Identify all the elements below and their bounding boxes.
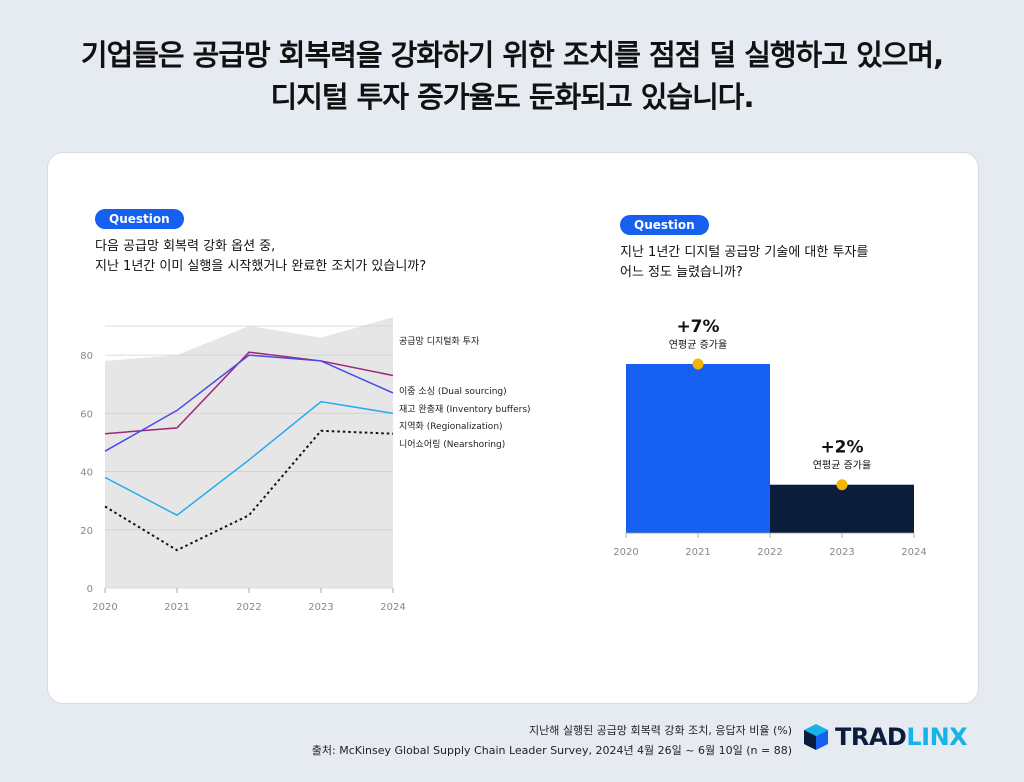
cagr-value-label: +7% <box>676 317 719 337</box>
bar-x-tick-label: 2020 <box>613 547 638 558</box>
line-chart: 0 20 40 60 80 2020 2021 2022 2023 2024 공급망 디지털화 투자… <box>80 317 926 613</box>
footer-note: 지난해 실행된 공급망 회복력 강화 조치, 응답자 비율 (%) <box>528 724 792 737</box>
area-series-digital-investment <box>105 317 393 588</box>
logo-part1: TRAD <box>835 723 907 751</box>
left-question-badge: Question <box>95 209 184 229</box>
cagr-marker <box>836 479 848 491</box>
series-line-regionalization <box>104 400 394 517</box>
y-tick-label: 20 <box>80 526 93 537</box>
tradlinx-logo: TRADLINX <box>803 723 968 751</box>
cube-logo-icon <box>804 724 828 750</box>
chart-card: Question 다음 공급망 회복력 강화 옵션 중, 지난 1년간 이미 실… <box>47 152 979 704</box>
x-tick-label: 2023 <box>308 602 333 613</box>
bar-2022-2024 <box>770 484 914 533</box>
cagr-value-label: +2% <box>820 438 863 458</box>
y-tick-label: 60 <box>80 409 93 420</box>
right-question-text: 지난 1년간 디지털 공급망 기술에 대한 투자를 어느 정도 늘렸습니까? <box>620 243 868 283</box>
right-question-line2: 어느 정도 늘렸습니까? <box>620 265 743 280</box>
bar-x-tick-label: 2023 <box>829 547 854 558</box>
cagr-sublabel: 연평균 증가율 <box>669 339 727 351</box>
logo-wordmark: TRADLINX <box>835 723 968 751</box>
x-tick-label: 2024 <box>380 602 405 613</box>
headline-line2: 디지털 투자 증가율도 둔화되고 있습니다. <box>270 80 755 114</box>
left-question-line2: 지난 1년간 이미 실행을 시작했거나 완료한 조치가 있습니까? <box>95 259 427 274</box>
legend-label-regionalization: 지역화 (Regionalization) <box>399 421 503 432</box>
headline: 기업들은 공급망 회복력을 강화하기 위한 조치를 점점 덜 실행하고 있으며,… <box>0 34 1024 118</box>
x-tick-label: 2020 <box>92 602 117 613</box>
legend-label-digital-investment: 공급망 디지털화 투자 <box>399 335 480 347</box>
legend-label-dual_sourcing: 이중 소싱 (Dual sourcing) <box>399 386 507 397</box>
bar-x-tick-label: 2024 <box>901 547 926 558</box>
left-question-line1: 다음 공급망 회복력 강화 옵션 중, <box>95 239 276 254</box>
legend-label-nearshoring: 니어쇼어링 (Nearshoring) <box>399 438 505 450</box>
series-line-inventory_buffers <box>104 354 394 452</box>
logo-part2: LINX <box>906 723 968 751</box>
right-question-line1: 지난 1년간 디지털 공급망 기술에 대한 투자를 <box>620 245 869 260</box>
series-line-dual_sourcing <box>104 351 394 435</box>
y-tick-label: 0 <box>87 584 93 595</box>
x-tick-label: 2021 <box>164 602 189 613</box>
cagr-marker <box>692 358 704 370</box>
footer-source: 출처: McKinsey Global Supply Chain Leader … <box>311 744 792 757</box>
bar-2020-2022 <box>626 364 770 533</box>
y-tick-label: 80 <box>80 351 93 362</box>
y-tick-label: 40 <box>80 468 93 479</box>
legend-label-inventory_buffers: 재고 완충재 (Inventory buffers) <box>399 404 531 415</box>
x-tick-label: 2022 <box>236 602 261 613</box>
cagr-sublabel: 연평균 증가율 <box>813 460 871 472</box>
series-line-nearshoring <box>104 429 394 552</box>
right-question-badge: Question <box>620 215 709 235</box>
bar-x-tick-label: 2021 <box>685 547 710 558</box>
headline-line1: 기업들은 공급망 회복력을 강화하기 위한 조치를 점점 덜 실행하고 있으며, <box>80 38 944 72</box>
left-question-text: 다음 공급망 회복력 강화 옵션 중, 지난 1년간 이미 실행을 시작했거나 … <box>95 237 426 277</box>
bar-x-tick-label: 2022 <box>757 547 782 558</box>
